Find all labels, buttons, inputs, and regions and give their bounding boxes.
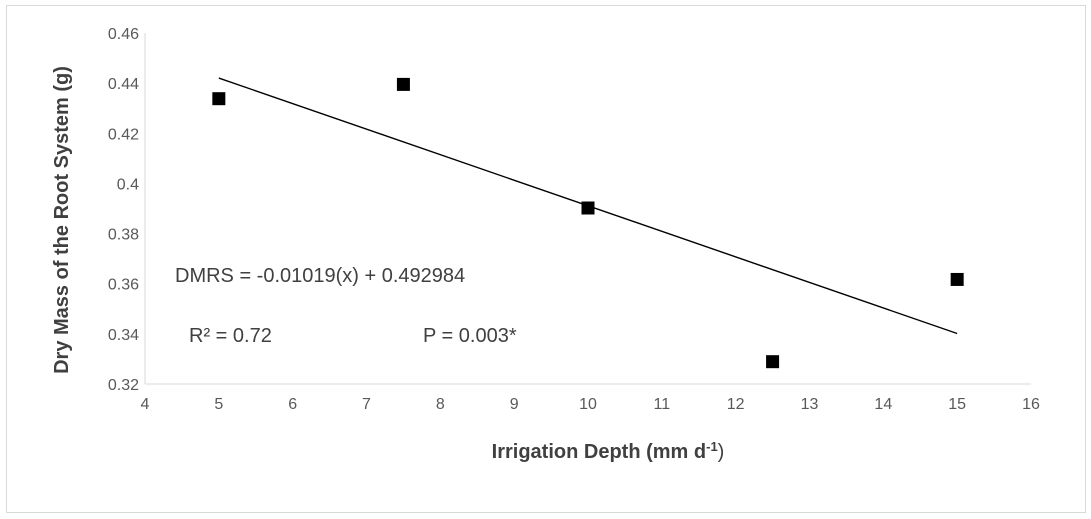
x-axis-title-main: Irrigation Depth (mm d (492, 441, 706, 463)
r-squared-annotation: R² = 0.72 (189, 325, 272, 347)
x-tick-label: 15 (948, 396, 966, 413)
x-tick-label: 5 (214, 396, 223, 413)
y-tick-label: 0.46 (108, 26, 139, 43)
data-point (396, 77, 410, 91)
data-point (212, 92, 226, 106)
y-tick-label: 0.44 (108, 76, 139, 93)
equation-annotation: DMRS = -0.01019(x) + 0.492984 (175, 265, 465, 287)
y-axis-title: Dry Mass of the Root System (g) (51, 66, 73, 374)
data-point (581, 201, 595, 215)
y-tick-label: 0.42 (108, 126, 139, 143)
x-tick-label: 9 (510, 396, 519, 413)
y-tick-label: 0.4 (117, 176, 139, 193)
x-tick-label: 14 (874, 396, 892, 413)
x-tick-label: 16 (1022, 396, 1040, 413)
x-tick-label: 13 (801, 396, 819, 413)
x-tick-label: 8 (436, 396, 445, 413)
x-tick-label: 10 (579, 396, 597, 413)
x-tick-label: 11 (654, 396, 671, 413)
axes (144, 33, 1031, 385)
x-tick-label: 6 (288, 396, 297, 413)
data-point (766, 355, 780, 369)
chart-frame (6, 5, 1086, 513)
y-tick-label: 0.38 (108, 227, 139, 244)
x-axis-title: Irrigation Depth (mm d-1) (492, 439, 725, 464)
y-tick-labels: 0.32 0.34 0.36 0.38 0.4 0.42 0.44 0.46 (108, 26, 139, 394)
x-tick-label: 4 (141, 396, 150, 413)
p-value-annotation: P = 0.003* (423, 325, 517, 347)
x-axis-title-close: ) (718, 441, 725, 463)
x-tick-label: 12 (727, 396, 745, 413)
data-point (950, 272, 964, 286)
y-tick-label: 0.32 (108, 377, 139, 394)
data-points (212, 77, 964, 369)
x-tick-label: 7 (362, 396, 371, 413)
y-tick-label: 0.36 (108, 277, 139, 294)
y-tick-label: 0.34 (108, 327, 139, 344)
x-tick-labels: 4 5 6 7 8 9 10 11 12 13 14 15 16 (141, 396, 1040, 413)
x-axis-title-superscript: -1 (706, 439, 718, 454)
